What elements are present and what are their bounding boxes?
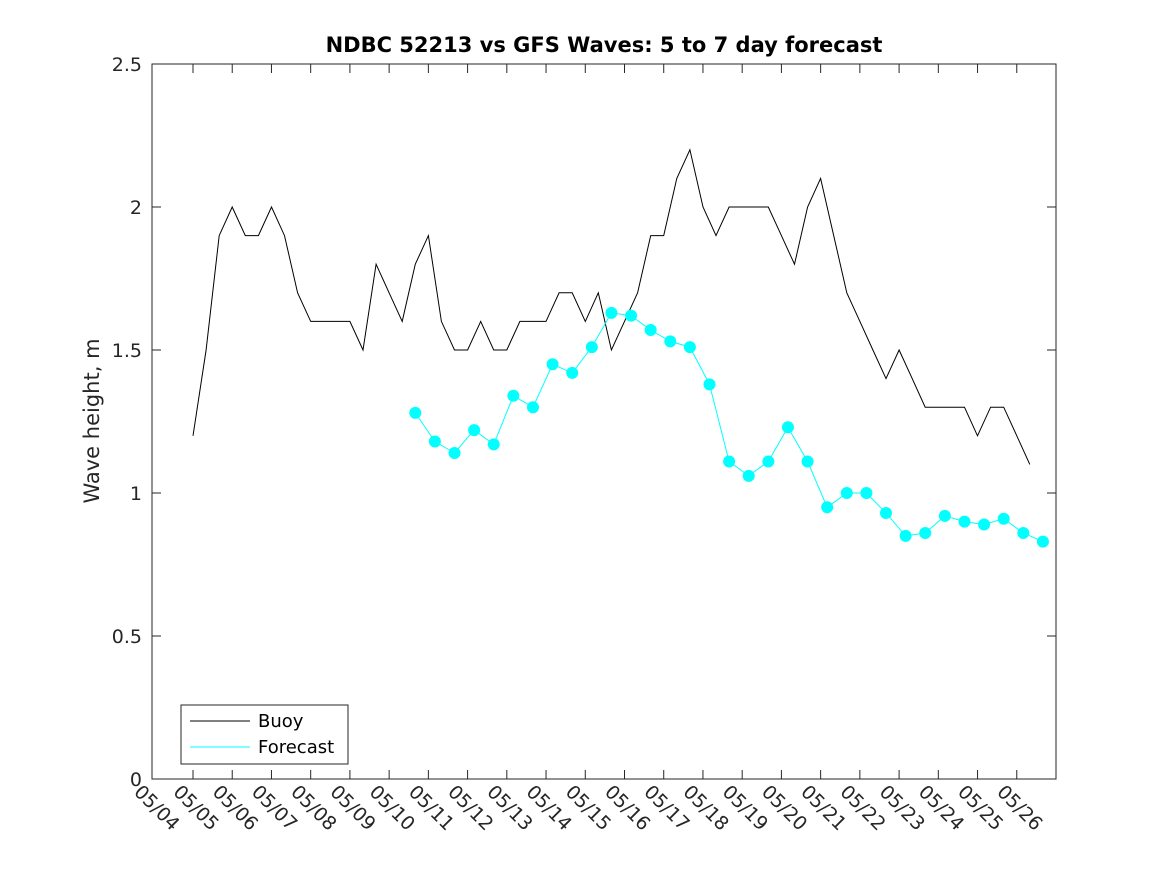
y-tick-label: 0.5 <box>112 626 142 648</box>
forecast-point <box>801 455 814 468</box>
forecast-point <box>507 389 520 402</box>
forecast-point <box>605 306 618 319</box>
forecast-point <box>664 335 677 348</box>
y-tick-label: 2.5 <box>112 54 142 76</box>
forecast-point <box>938 509 951 522</box>
forecast-point <box>448 446 461 459</box>
chart-title: NDBC 52213 vs GFS Waves: 5 to 7 day fore… <box>326 33 883 57</box>
axes-box <box>151 63 1057 780</box>
forecast-point <box>997 512 1010 525</box>
forecast-point <box>546 358 559 371</box>
forecast-point <box>978 518 991 531</box>
forecast-point <box>683 341 696 354</box>
forecast-point <box>781 421 794 434</box>
y-tick-label: 2 <box>130 197 142 219</box>
forecast-point <box>840 487 853 499</box>
forecast-point <box>919 527 932 540</box>
forecast-point <box>958 515 971 528</box>
forecast-point <box>428 435 441 448</box>
y-tick-label: 1 <box>130 483 142 505</box>
forecast-point <box>762 455 775 468</box>
legend-label-buoy: Buoy <box>258 711 304 732</box>
forecast-point <box>409 406 422 419</box>
forecast-point <box>566 366 579 379</box>
y-tick-label: 1.5 <box>112 340 142 362</box>
forecast-point <box>860 487 873 499</box>
buoy-line <box>192 148 1031 465</box>
forecast-point <box>1017 527 1030 540</box>
forecast-point <box>703 378 716 391</box>
forecast-point <box>585 341 598 354</box>
forecast-point <box>468 424 481 437</box>
forecast-point <box>899 529 912 542</box>
legend-label-forecast: Forecast <box>258 737 334 758</box>
y-tick-label: 0 <box>130 769 142 791</box>
forecast-point <box>821 501 834 514</box>
forecast-point <box>880 507 893 520</box>
forecast-point <box>526 401 539 414</box>
legend: Buoy Forecast <box>180 704 349 765</box>
forecast-point <box>487 438 500 451</box>
forecast-point <box>723 455 736 468</box>
forecast-point <box>1036 535 1049 548</box>
y-axis-label: Wave height, m <box>80 338 104 503</box>
forecast-point <box>644 323 657 336</box>
forecast-point <box>742 469 755 482</box>
forecast-point <box>625 309 638 322</box>
legend-box <box>180 704 349 765</box>
